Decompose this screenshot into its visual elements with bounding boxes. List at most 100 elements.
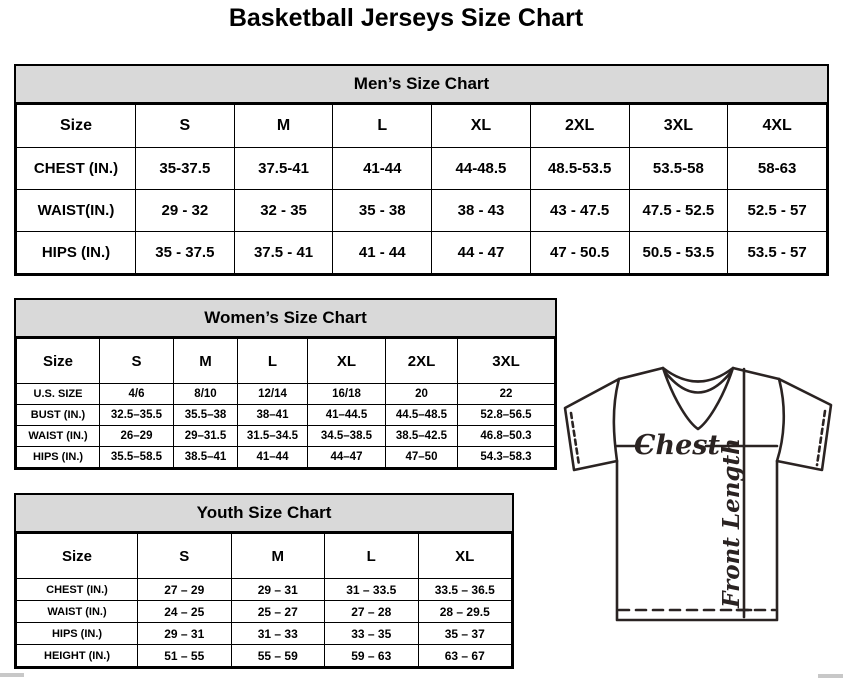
size-value-cell: 47 - 50.5: [529, 231, 630, 274]
measurement-row: BUST (IN.) 32.5–35.5 35.5–38 38–41 41–44.5 44…: [16, 404, 555, 426]
size-value-cell: 16/18: [307, 383, 386, 405]
size-value-cell: 38.5–42.5: [385, 425, 458, 447]
size-value-cell: 35-37.5: [135, 147, 235, 190]
size-value-cell: 63 – 67: [417, 644, 512, 667]
size-value-cell: 59 – 63: [324, 644, 419, 667]
size-column-header: 2XL: [529, 104, 630, 148]
jersey-diagram-svg: Chest Front Length: [563, 366, 833, 622]
size-value-cell: 27 – 29: [137, 578, 232, 601]
size-column-header: L: [332, 104, 433, 148]
row-label: HEIGHT (IN.): [16, 644, 138, 667]
size-value-cell: 41–44: [237, 446, 308, 468]
size-value-cell: 32 - 35: [233, 189, 334, 232]
size-value-cell: 46.8–50.3: [457, 425, 555, 447]
size-value-cell: 28 – 29.5: [417, 600, 512, 623]
size-value-cell: 35 – 37: [417, 622, 512, 645]
size-value-cell: 12/14: [237, 383, 308, 405]
youth-size-chart-section: Youth Size Chart Size S M L XL CHEST (IN.) 27 …: [14, 493, 514, 669]
size-value-cell: 29–31.5: [173, 425, 238, 447]
size-value-cell: 41–44.5: [307, 404, 386, 426]
measurement-row: WAIST(IN.) 29 - 32 32 - 35 35 - 38 38 - 43 43…: [16, 189, 827, 232]
row-label: WAIST (IN.): [16, 425, 100, 447]
horizontal-scrollbar-fragment-right[interactable]: [818, 674, 843, 678]
row-label: U.S. SIZE: [16, 383, 100, 405]
row-label: CHEST (IN.): [16, 578, 138, 601]
size-column-header: 3XL: [457, 338, 555, 384]
womens-chart-title: Women’s Size Chart: [16, 300, 555, 338]
right-cuff-dashed-line: [815, 409, 827, 467]
size-value-cell: 35.5–38: [173, 404, 238, 426]
size-value-cell: 32.5–35.5: [99, 404, 174, 426]
size-value-cell: 58-63: [727, 147, 827, 190]
size-value-cell: 38–41: [237, 404, 308, 426]
size-column-header: M: [233, 104, 334, 148]
size-value-cell: 22: [457, 383, 555, 405]
row-label: WAIST(IN.): [16, 189, 136, 232]
size-value-cell: 53.5 - 57: [727, 231, 827, 274]
row-label: CHEST (IN.): [16, 147, 136, 190]
collar-v-outline: [661, 366, 735, 431]
measurement-row: HIPS (IN.) 29 – 31 31 – 33 33 – 35 35 – 37: [16, 622, 512, 645]
size-value-cell: 33.5 – 36.5: [417, 578, 512, 601]
left-cuff-dashed-line: [569, 411, 581, 467]
size-value-cell: 52.8–56.5: [457, 404, 555, 426]
horizontal-scrollbar-fragment-left[interactable]: [0, 673, 24, 677]
womens-size-chart-section: Women’s Size Chart Size S M L XL 2XL 3XL U.S. S…: [14, 298, 557, 470]
size-value-cell: 47–50: [385, 446, 458, 468]
row-label: HIPS (IN.): [16, 446, 100, 468]
size-value-cell: 44-48.5: [431, 147, 531, 190]
size-header-cell: Size: [16, 533, 138, 579]
size-value-cell: 37.5-41: [233, 147, 334, 190]
size-column-header: S: [137, 533, 232, 579]
size-value-cell: 37.5 - 41: [233, 231, 334, 274]
size-column-header: S: [99, 338, 174, 384]
size-value-cell: 25 – 27: [230, 600, 325, 623]
size-column-header: M: [230, 533, 325, 579]
size-column-header: L: [237, 338, 308, 384]
size-column-header: 4XL: [727, 104, 827, 148]
mens-size-table: Size S M L XL 2XL 3XL 4XL CHEST (IN.) 35-37.5 37.5…: [16, 104, 827, 274]
size-column-header: XL: [307, 338, 386, 384]
size-value-cell: 20: [385, 383, 458, 405]
size-value-cell: 38.5–41: [173, 446, 238, 468]
size-value-cell: 50.5 - 53.5: [628, 231, 729, 274]
right-armhole-seam: [775, 377, 786, 463]
size-value-cell: 51 – 55: [137, 644, 232, 667]
size-value-cell: 29 – 31: [230, 578, 325, 601]
size-header-cell: Size: [16, 338, 100, 384]
size-value-cell: 44–47: [307, 446, 386, 468]
mens-chart-title: Men’s Size Chart: [16, 66, 827, 104]
size-value-cell: 26–29: [99, 425, 174, 447]
size-column-header: XL: [417, 533, 512, 579]
size-column-header: 2XL: [385, 338, 458, 384]
size-column-header: M: [173, 338, 238, 384]
size-value-cell: 27 – 28: [324, 600, 419, 623]
size-value-cell: 34.5–38.5: [307, 425, 386, 447]
jersey-outline: [563, 366, 833, 622]
measurement-row: WAIST (IN.) 26–29 29–31.5 31.5–34.5 34.5–38.…: [16, 425, 555, 447]
youth-size-table: Size S M L XL CHEST (IN.) 27 – 29 29 – 31 31 – 3…: [16, 533, 512, 667]
size-value-cell: 47.5 - 52.5: [628, 189, 729, 232]
size-value-cell: 29 – 31: [137, 622, 232, 645]
jersey-measurement-diagram: Chest Front Length: [556, 353, 841, 631]
womens-size-table: Size S M L XL 2XL 3XL U.S. SIZE 4/6 8/10 12/14 16/1…: [16, 338, 555, 468]
size-value-cell: 44.5–48.5: [385, 404, 458, 426]
size-value-cell: 52.5 - 57: [727, 189, 827, 232]
size-value-cell: 35.5–58.5: [99, 446, 174, 468]
size-value-cell: 24 – 25: [137, 600, 232, 623]
mens-size-chart-section: Men’s Size Chart Size S M L XL 2XL 3XL 4XL CHEST…: [14, 64, 829, 276]
size-header-cell: Size: [16, 104, 136, 148]
measurement-row: CHEST (IN.) 27 – 29 29 – 31 31 – 33.5 33.5 –…: [16, 578, 512, 601]
measurement-row: HEIGHT (IN.) 51 – 55 55 – 59 59 – 63 63 – 67: [16, 644, 512, 667]
row-label: WAIST (IN.): [16, 600, 138, 623]
measurement-row: HIPS (IN.) 35.5–58.5 38.5–41 41–44 44–47 47–5…: [16, 446, 555, 468]
size-column-header: XL: [431, 104, 531, 148]
size-value-cell: 4/6: [99, 383, 174, 405]
measurement-row: WAIST (IN.) 24 – 25 25 – 27 27 – 28 28 – 29.…: [16, 600, 512, 623]
collar-inner-arc: [663, 370, 733, 394]
size-value-cell: 38 - 43: [431, 189, 531, 232]
size-value-cell: 41 - 44: [332, 231, 433, 274]
size-column-header: S: [135, 104, 235, 148]
measurement-row: U.S. SIZE 4/6 8/10 12/14 16/18 20 22: [16, 383, 555, 405]
size-value-cell: 29 - 32: [135, 189, 235, 232]
